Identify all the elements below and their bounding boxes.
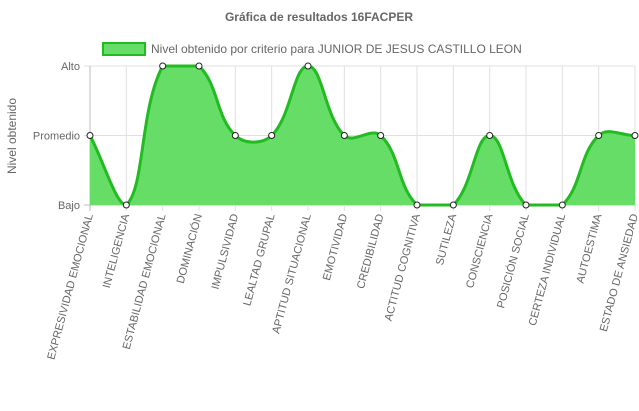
y-tick-label: Alto	[61, 61, 80, 73]
x-tick-label: EXPRESIVIDAD EMOCIONAL	[45, 213, 96, 361]
legend-swatch	[102, 42, 146, 56]
data-point[interactable]	[486, 132, 494, 139]
data-point[interactable]	[195, 62, 203, 70]
x-tick-label: DOMINACIÓN	[174, 212, 205, 284]
data-point[interactable]	[86, 132, 94, 139]
data-point[interactable]	[413, 201, 421, 209]
x-tick-label: CERTEZA INDIVIDUAL	[527, 213, 568, 328]
x-tick-label: EMOTIVIDAD	[321, 213, 350, 282]
data-point[interactable]	[268, 132, 276, 139]
data-point[interactable]	[377, 132, 385, 139]
legend-label: Nivel obtenido por criterio para JUNIOR …	[151, 42, 522, 56]
data-point[interactable]	[522, 201, 530, 209]
data-point[interactable]	[304, 62, 312, 70]
x-tick-label: ACTITUD COGNITIVA	[383, 212, 423, 322]
data-point[interactable]	[558, 201, 566, 209]
data-point[interactable]	[449, 201, 457, 209]
legend[interactable]: Nivel obtenido por criterio para JUNIOR …	[102, 42, 522, 56]
x-tick-label: ESTABILIDAD EMOCIONAL	[121, 213, 169, 351]
x-tick-label: CREDIBILIDAD	[355, 213, 387, 291]
x-tick-label: AUTOESTIMA	[575, 212, 605, 285]
x-tick-label: POSICIÓN SOCIAL	[494, 212, 532, 309]
data-point[interactable]	[631, 132, 639, 139]
y-axis-title: Nivel obtenido	[5, 98, 19, 174]
x-tick-label: SUTILEZA	[434, 212, 459, 267]
x-tick-label: LEALTAD GRUPAL	[241, 213, 277, 308]
data-point[interactable]	[595, 132, 603, 139]
x-tick-label: CONSCIENCIA	[464, 212, 496, 290]
x-tick-label: APTITUD SITUACIONAL	[270, 213, 314, 335]
y-tick-label: Promedio	[33, 131, 80, 143]
y-axis-ticks: Bajo Promedio Alto	[33, 61, 80, 212]
x-axis-ticks: EXPRESIVIDAD EMOCIONAL INTELIGENCIAESTABI…	[45, 212, 639, 361]
data-points	[86, 62, 639, 209]
data-point[interactable]	[122, 201, 130, 209]
x-tick-label: ESTADO DE ANSIEDAD	[598, 213, 639, 333]
x-tick-label: IMPULSIVIDAD	[210, 213, 242, 291]
y-tick-label: Bajo	[58, 200, 80, 212]
data-point[interactable]	[340, 132, 348, 139]
data-point[interactable]	[231, 132, 239, 139]
x-tick-label: INTELIGENCIA	[101, 212, 133, 290]
data-point[interactable]	[159, 62, 167, 70]
chart-title: Gráfica de resultados 16FACPER	[225, 10, 413, 24]
